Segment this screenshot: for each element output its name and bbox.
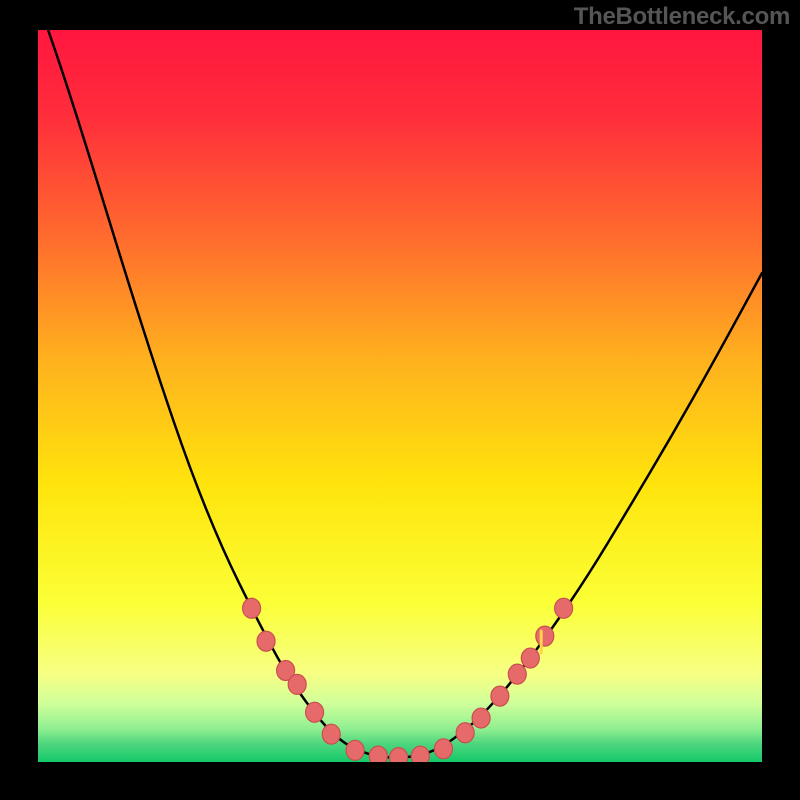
bottleneck-curve-chart [0,0,800,800]
marker-dot [456,723,474,743]
plot-area [38,1,762,768]
marker-dot [288,674,306,694]
marker-dot [306,702,324,722]
watermark-text: TheBottleneck.com [574,3,790,31]
marker-dot [243,598,261,618]
gradient-background [38,30,762,762]
marker-dot [434,739,452,759]
marker-dot [521,648,539,668]
marker-dot [322,724,340,744]
marker-dot [257,631,275,651]
marker-dot [536,626,554,646]
marker-dot [555,598,573,618]
marker-dot [346,740,364,760]
marker-dot [491,686,509,706]
marker-dot [472,708,490,728]
marker-dot [508,664,526,684]
